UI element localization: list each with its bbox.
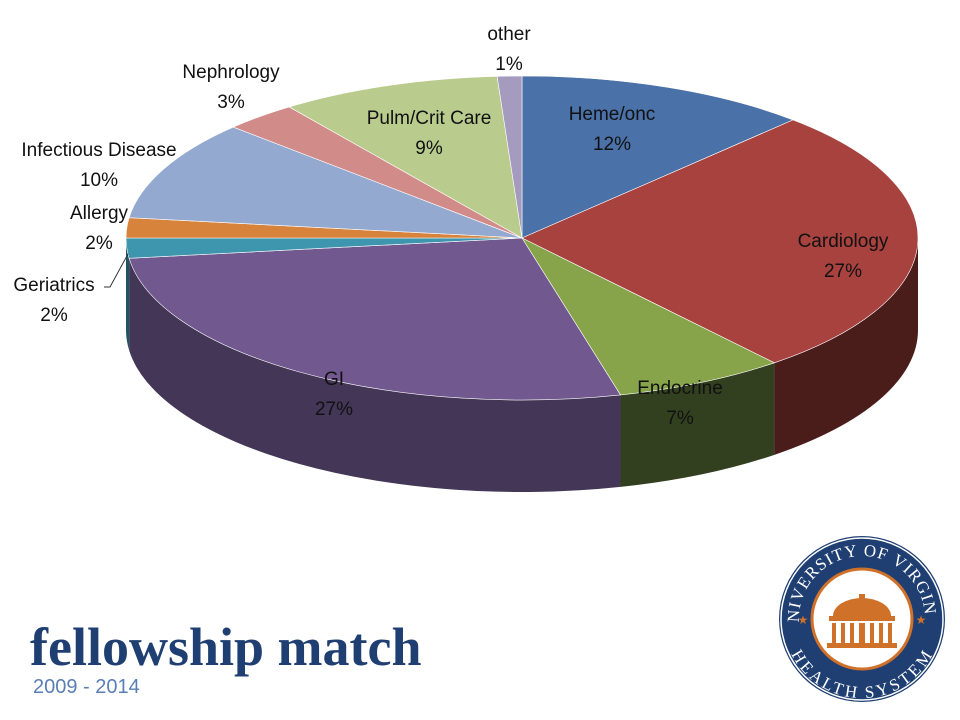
label-allergy: Allergy 2% bbox=[70, 203, 129, 254]
label-nephrology: Nephrology 3% bbox=[182, 62, 280, 113]
label-pulm-crit-care: Pulm/Crit Care 9% bbox=[367, 108, 492, 159]
slice-side-geriatrics bbox=[126, 238, 130, 351]
slice-heme-onc bbox=[521, 75, 794, 239]
label-infectious-disease: Infectious Disease 10% bbox=[21, 140, 176, 191]
label-cardiology: Cardiology 27% bbox=[798, 231, 889, 282]
slice-cardiology bbox=[521, 119, 919, 364]
slice-gi bbox=[128, 237, 621, 401]
pie-labels: Heme/onc 12% Cardiology 27% Endocrine 7% GI 27%… bbox=[13, 24, 889, 429]
pie-sides bbox=[126, 238, 918, 492]
slice-side-endocrine bbox=[620, 362, 775, 487]
label-name-infectious-disease: Infectious Disease bbox=[21, 140, 176, 161]
label-name-gi: GI bbox=[324, 369, 344, 390]
label-value-endocrine: 7% bbox=[666, 408, 694, 429]
label-value-cardiology: 27% bbox=[824, 261, 862, 282]
slice-endocrine bbox=[521, 237, 776, 396]
slice-side-gi bbox=[129, 258, 621, 492]
slice-infectious-disease bbox=[128, 126, 523, 239]
logo-star-left: ★ bbox=[798, 613, 809, 627]
label-name-endocrine: Endocrine bbox=[637, 378, 723, 399]
label-other: other 1% bbox=[487, 24, 531, 75]
label-value-heme-onc: 12% bbox=[593, 134, 631, 155]
label-endocrine: Endocrine 7% bbox=[637, 378, 723, 429]
uva-health-system-logo: UNIVERSITY OF VIRGINIA HEALTH SYSTEM ★ ★ bbox=[777, 534, 945, 702]
pie-slices bbox=[125, 75, 919, 401]
label-name-other: other bbox=[487, 24, 531, 45]
label-name-geriatrics: Geriatrics bbox=[13, 275, 94, 296]
label-name-pulm-crit-care: Pulm/Crit Care bbox=[367, 108, 492, 129]
slice-side-cardiology bbox=[774, 238, 918, 455]
label-value-geriatrics: 2% bbox=[40, 305, 68, 326]
label-value-gi: 27% bbox=[315, 399, 353, 420]
label-name-cardiology: Cardiology bbox=[798, 231, 889, 252]
label-value-allergy: 2% bbox=[85, 233, 113, 254]
label-value-other: 1% bbox=[495, 54, 523, 75]
label-value-pulm-crit-care: 9% bbox=[415, 138, 443, 159]
slice-pulm-crit-care bbox=[288, 76, 523, 239]
label-gi: GI 27% bbox=[315, 369, 353, 420]
logo-star-right: ★ bbox=[916, 613, 927, 627]
label-name-allergy: Allergy bbox=[70, 203, 129, 224]
slide-title: fellowship match bbox=[30, 617, 422, 677]
label-heme-onc: Heme/onc 12% bbox=[569, 104, 656, 155]
leader-line-geriatrics bbox=[104, 253, 129, 288]
label-value-infectious-disease: 10% bbox=[80, 170, 118, 191]
label-value-nephrology: 3% bbox=[217, 92, 245, 113]
slice-other bbox=[496, 75, 523, 239]
rotunda-icon bbox=[827, 594, 897, 648]
slide-subtitle: 2009 - 2014 bbox=[33, 676, 140, 698]
label-name-heme-onc: Heme/onc bbox=[569, 104, 656, 125]
label-name-nephrology: Nephrology bbox=[182, 62, 280, 83]
label-geriatrics: Geriatrics 2% bbox=[13, 275, 94, 326]
pie-chart: Heme/onc 12% Cardiology 27% Endocrine 7% GI 27%… bbox=[13, 24, 919, 492]
